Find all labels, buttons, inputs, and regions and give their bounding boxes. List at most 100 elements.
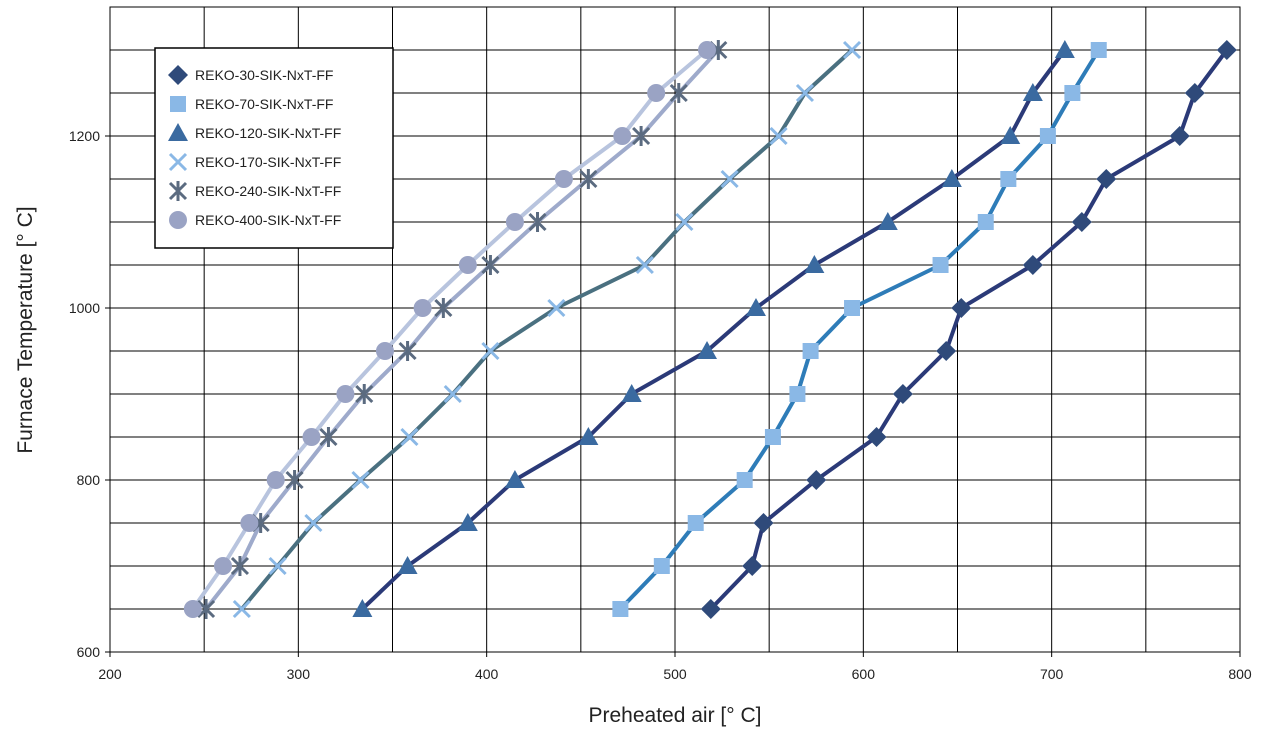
marker: [214, 557, 232, 575]
x-axis-title: Preheated air [° C]: [589, 704, 762, 727]
marker: [170, 96, 186, 112]
marker: [413, 299, 432, 317]
marker: [789, 386, 806, 402]
series-line: [709, 48, 1229, 611]
marker: [481, 255, 500, 275]
marker: [168, 181, 188, 201]
marker: [397, 556, 418, 574]
marker: [951, 298, 972, 318]
marker: [319, 427, 338, 447]
legend-label: REKO-240-SIK-NxT-FF: [195, 183, 341, 199]
legend-label: REKO-120-SIK-NxT-FF: [195, 125, 341, 141]
marker: [932, 257, 949, 273]
marker: [936, 341, 957, 361]
marker: [1054, 40, 1075, 58]
marker: [336, 385, 355, 403]
marker: [457, 513, 478, 531]
marker: [647, 84, 666, 102]
marker: [877, 212, 898, 230]
legend-label: REKO-170-SIK-NxT-FF: [195, 154, 341, 170]
marker: [1216, 40, 1237, 60]
marker: [183, 600, 202, 618]
marker: [304, 513, 323, 533]
marker: [753, 513, 774, 533]
marker: [168, 65, 188, 85]
marker: [505, 213, 524, 231]
legend-label: REKO-30-SIK-NxT-FF: [195, 67, 333, 83]
marker: [169, 211, 187, 229]
marker: [1169, 126, 1190, 146]
marker: [653, 558, 670, 574]
marker: [802, 343, 819, 359]
marker: [168, 152, 188, 172]
marker: [352, 599, 373, 617]
marker: [675, 212, 694, 232]
marker: [844, 300, 861, 316]
marker: [375, 342, 394, 360]
series-line: [360, 48, 1067, 611]
x-tick-label: 600: [852, 666, 876, 682]
marker: [804, 255, 825, 273]
marker: [268, 556, 287, 576]
marker: [481, 341, 500, 361]
marker: [977, 214, 994, 230]
x-tick-label: 400: [475, 666, 499, 682]
marker: [612, 601, 629, 617]
y-tick-label: 600: [77, 644, 101, 660]
marker: [351, 470, 370, 490]
marker: [1022, 255, 1043, 275]
x-tick-label: 500: [663, 666, 687, 682]
marker: [795, 83, 815, 103]
marker: [240, 514, 259, 532]
x-tick-label: 200: [98, 666, 122, 682]
marker: [1039, 128, 1056, 144]
marker: [355, 384, 374, 404]
marker: [434, 298, 453, 318]
plot-border: [109, 6, 1241, 653]
legend-label: REKO-70-SIK-NxT-FF: [195, 96, 333, 112]
marker: [443, 384, 462, 404]
marker: [632, 126, 651, 146]
x-tick-label: 300: [287, 666, 311, 682]
marker: [720, 169, 739, 189]
x-tick-label: 800: [1228, 666, 1252, 682]
marker: [698, 41, 717, 59]
marker: [528, 212, 547, 232]
marker: [458, 256, 477, 274]
marker: [579, 169, 598, 189]
y-tick-label: 1000: [69, 300, 100, 316]
legend-box: [154, 47, 394, 249]
marker: [266, 471, 285, 489]
marker: [769, 126, 788, 146]
marker: [941, 169, 962, 187]
marker: [302, 428, 321, 446]
marker: [285, 470, 304, 490]
marker: [232, 599, 251, 619]
legend-label: REKO-400-SIK-NxT-FF: [195, 212, 341, 228]
marker: [400, 427, 419, 447]
marker: [697, 341, 718, 359]
marker: [1096, 169, 1117, 189]
marker: [1064, 85, 1081, 101]
marker: [554, 170, 573, 188]
marker: [196, 599, 216, 619]
marker: [806, 470, 827, 490]
marker: [1000, 126, 1021, 144]
y-tick-label: 800: [77, 472, 101, 488]
marker: [578, 427, 599, 445]
marker: [547, 298, 566, 318]
marker: [745, 298, 766, 316]
y-tick-label: 1200: [69, 128, 100, 144]
x-tick-label: 700: [1040, 666, 1064, 682]
marker: [1071, 212, 1092, 232]
marker: [613, 127, 632, 145]
marker: [842, 40, 862, 60]
marker: [230, 556, 250, 576]
marker: [700, 599, 721, 619]
marker: [764, 429, 781, 445]
marker: [504, 470, 525, 488]
marker: [892, 384, 913, 404]
marker: [687, 515, 704, 531]
marker: [669, 83, 688, 103]
